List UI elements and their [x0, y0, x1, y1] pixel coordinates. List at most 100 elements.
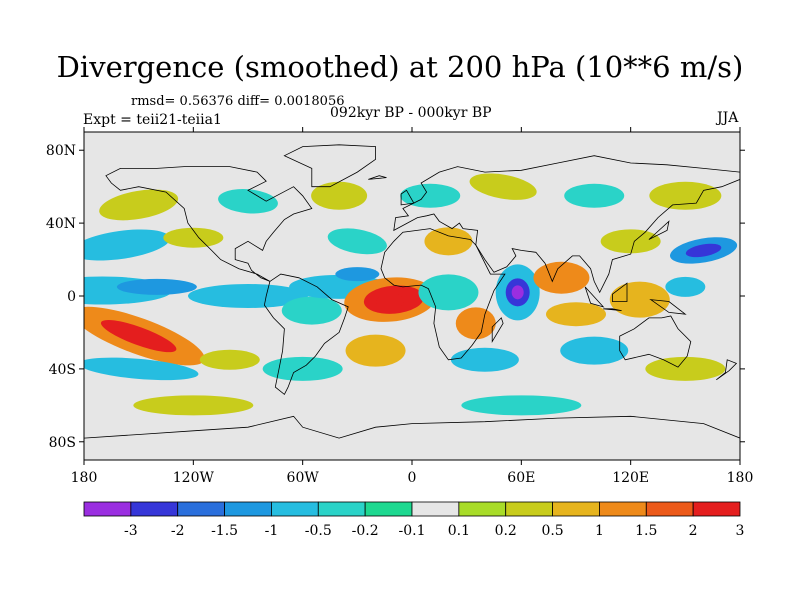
field-contour: [546, 302, 606, 327]
colorbar-swatch: [364, 501, 413, 517]
field-contour: [345, 334, 406, 367]
lon-tick-label: 60W: [287, 470, 320, 486]
field-contour: [327, 228, 387, 255]
colorbar-label: -1.5: [211, 523, 238, 539]
colorbar-swatch: [411, 501, 460, 517]
field-contour: [311, 181, 368, 210]
field-contour: [84, 229, 170, 261]
coastline: [400, 189, 415, 206]
field-contour: [281, 296, 342, 325]
stats-label: rmsd= 0.56376 diff= 0.0018056: [131, 94, 345, 109]
lat-tick-label: 40N: [46, 216, 76, 232]
colorbar-label: -2: [171, 523, 185, 539]
lat-tick-label: 80S: [49, 435, 76, 451]
colorbar-swatch: [177, 501, 225, 517]
experiment-label: Expt = teii21-teiia1: [83, 112, 222, 128]
colorbar-swatch: [458, 501, 507, 517]
field-contour: [335, 267, 380, 282]
colorbar-swatch: [83, 501, 132, 517]
colorbar: -3 -2 -1.5 -1 -0.5 -0.2 -0.1 0.1 0.2 0.5 1 1.5 2 3: [83, 501, 745, 539]
field-contour: [262, 356, 343, 381]
field-contour: [116, 278, 197, 295]
season-label: JJA: [717, 110, 739, 126]
lon-tick-label: 180: [71, 470, 98, 486]
colorbar-swatch: [692, 501, 741, 517]
coastline: [619, 315, 692, 368]
coastline: [393, 155, 740, 294]
field-contour: [645, 356, 726, 381]
field-contour: [100, 320, 177, 353]
lon-tick-label: 120W: [173, 470, 215, 486]
field-contour: [99, 189, 179, 221]
colorbar-label: 3: [736, 523, 745, 539]
field-contour: [418, 274, 479, 311]
colorbar-swatch: [645, 501, 694, 517]
lon-tick-label: 120E: [612, 470, 649, 486]
coastline: [105, 166, 313, 282]
field-contour: [455, 307, 496, 340]
colorbar-swatch: [224, 501, 272, 517]
field-contour: [685, 243, 722, 258]
coastline: [380, 228, 506, 361]
coastline: [283, 144, 377, 188]
field-contour: [649, 181, 722, 210]
lat-tick-label: 80N: [46, 143, 76, 159]
colorbar-swatch: [505, 501, 553, 517]
colorbar-swatch: [552, 501, 600, 517]
colorbar-label: 0.2: [495, 523, 517, 539]
period-label: 092kyr BP - 000kyr BP: [330, 105, 492, 121]
field-contour: [188, 284, 308, 308]
coastline: [491, 317, 504, 344]
field-contour: [450, 347, 519, 372]
field-contour: [199, 349, 260, 370]
lon-tick-label: 0: [408, 470, 417, 486]
field-contour: [564, 183, 625, 208]
coastline: [263, 273, 349, 396]
coastline: [603, 308, 622, 311]
field-contour: [461, 395, 582, 416]
field-contour: [665, 276, 706, 297]
coastline: [648, 220, 670, 240]
figure-title: Divergence (smoothed) at 200 hPa (10**6 …: [56, 50, 744, 84]
lon-tick-label: 60E: [507, 470, 535, 486]
colorbar-label: 0.5: [541, 523, 563, 539]
coastlines: [84, 144, 740, 460]
colorbar-label: 1: [595, 523, 604, 539]
colorbar-label: -0.1: [399, 523, 426, 539]
field-contour: [163, 227, 224, 248]
field-contour: [560, 336, 629, 365]
field-contour: [218, 189, 278, 214]
colorbar-swatch: [599, 501, 647, 517]
colorbar-label: -0.2: [352, 523, 379, 539]
field-contour: [469, 173, 537, 200]
field-contour: [424, 227, 473, 256]
field-contour: [609, 281, 670, 318]
colorbar-label: 2: [689, 523, 698, 539]
colorbar-swatch: [130, 501, 179, 517]
map-axes: 80N 40N 0 40S 80S 180 120W 60W 0 60E 120E 180: [46, 127, 753, 486]
coastline: [612, 282, 628, 302]
coastline: [84, 415, 740, 460]
field-contour: [533, 261, 590, 294]
coastline: [368, 175, 387, 180]
coastline: [584, 286, 605, 308]
colorbar-label: 1.5: [635, 523, 657, 539]
colorbar-swatch: [317, 501, 366, 517]
coastline: [716, 359, 738, 381]
lon-tick-label: 180: [727, 470, 754, 486]
field-contour: [511, 285, 524, 300]
coastline: [649, 299, 687, 315]
field-contour: [84, 357, 199, 381]
field-contour: [400, 183, 461, 208]
field-contour: [600, 229, 661, 254]
colorbar-swatch: [271, 501, 319, 517]
lat-tick-label: 40S: [49, 362, 76, 378]
field-contour: [133, 395, 254, 416]
colorbar-label: -3: [124, 523, 138, 539]
lat-tick-label: 0: [67, 289, 76, 305]
colorbar-label: 0.1: [448, 523, 470, 539]
colorbar-label: -1: [265, 523, 279, 539]
divergence-field: [84, 173, 738, 416]
field-contour: [376, 293, 405, 310]
